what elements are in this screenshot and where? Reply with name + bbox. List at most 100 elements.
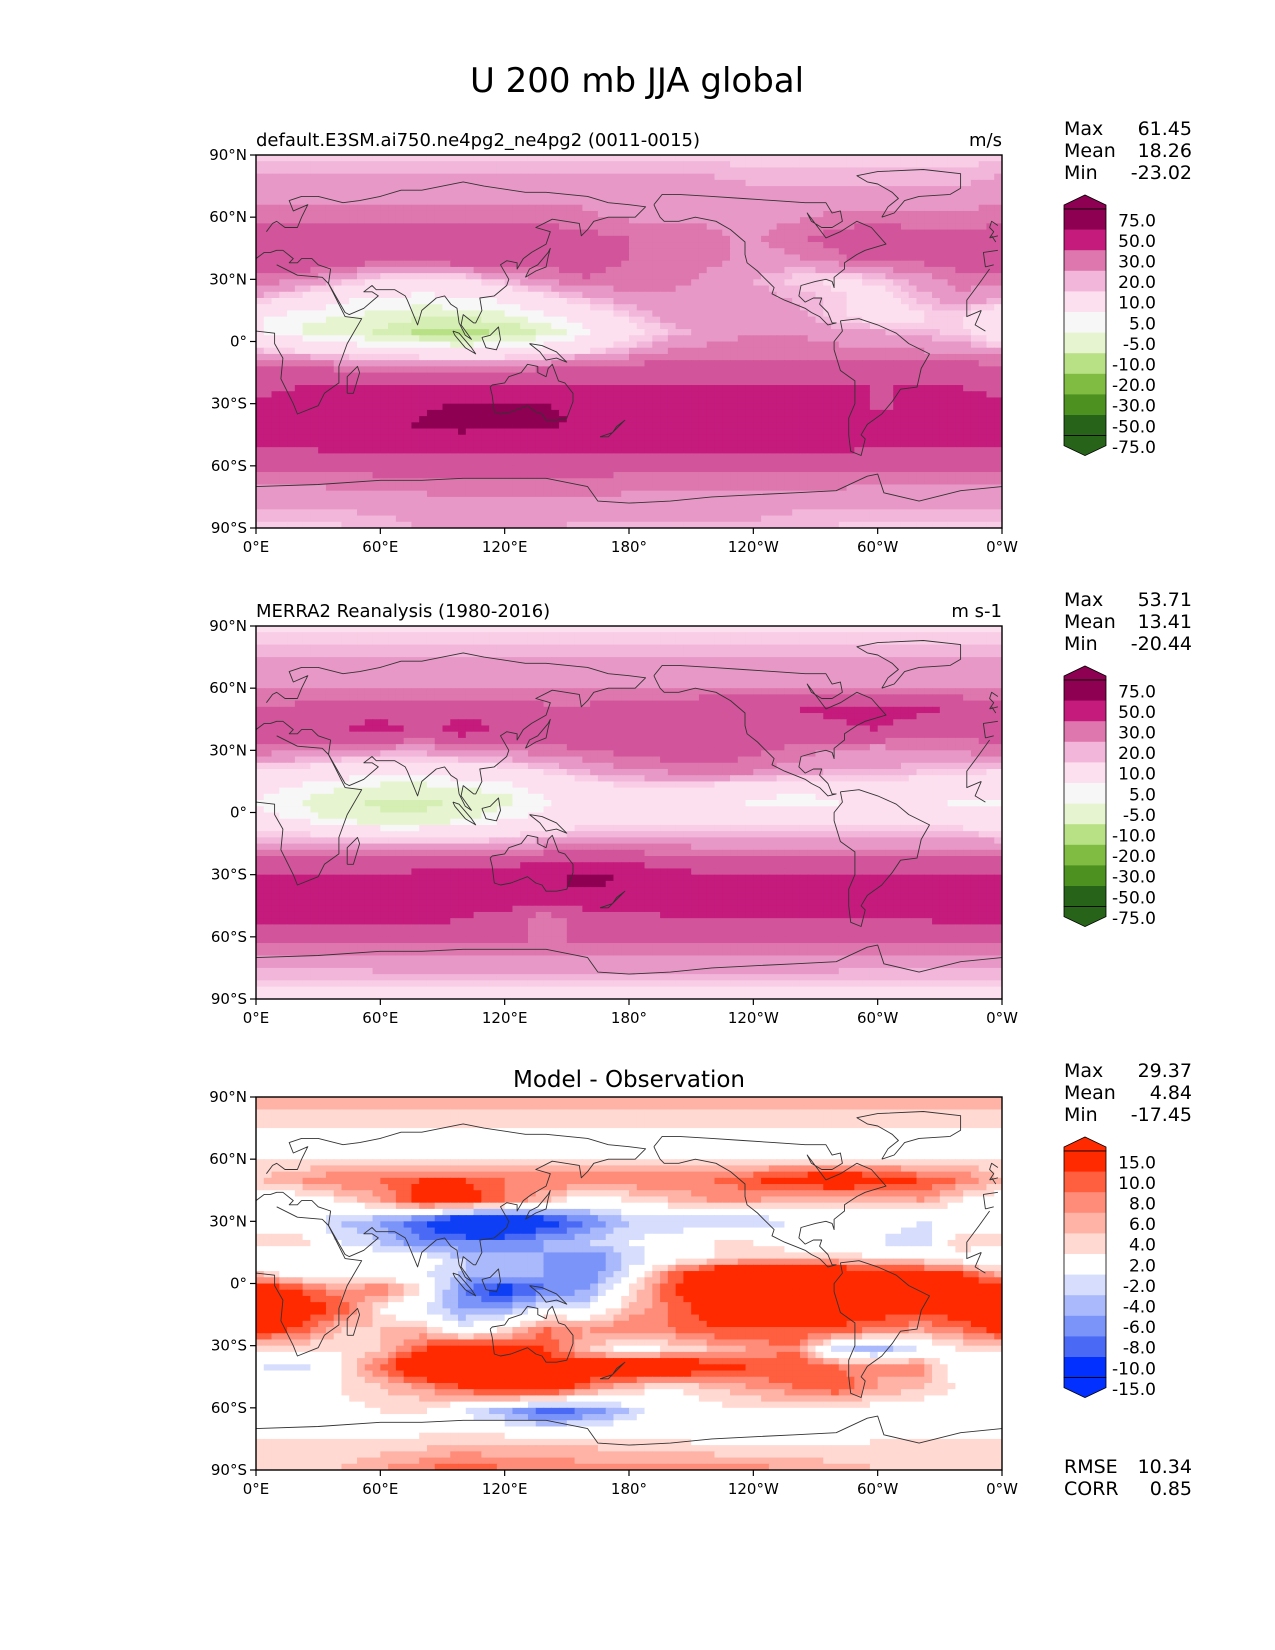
field-cell: [388, 173, 397, 181]
field-cell: [574, 229, 583, 237]
field-cell: [582, 217, 591, 224]
field-cell: [675, 322, 684, 330]
field-cell: [302, 385, 311, 392]
field-cell: [621, 422, 630, 430]
field-cell: [543, 409, 552, 417]
field-cell: [644, 409, 653, 417]
field-cell: [854, 192, 863, 200]
field-cell: [784, 366, 793, 374]
field-cell: [947, 422, 956, 430]
field-cell: [504, 403, 514, 411]
field-cell: [745, 285, 754, 293]
field-cell: [419, 198, 428, 206]
field-cell: [900, 279, 910, 287]
field-cell: [768, 416, 778, 423]
field-cell: [683, 192, 692, 200]
field-cell: [792, 254, 801, 262]
field-cell: [279, 248, 288, 256]
field-cell: [287, 291, 296, 299]
field-cell: [854, 260, 863, 268]
field-cell: [512, 329, 521, 336]
field-cell: [263, 204, 273, 212]
field-cell: [846, 329, 855, 336]
field-cell: [862, 403, 871, 411]
field-cell: [263, 229, 273, 237]
field-cell: [465, 198, 475, 206]
field-cell: [652, 248, 661, 256]
field-cell: [302, 173, 311, 181]
field-cell: [434, 409, 444, 417]
field-cell: [986, 397, 995, 405]
field-cell: [504, 434, 514, 442]
field-cell: [473, 409, 482, 417]
field-cell: [582, 161, 591, 169]
field-cell: [730, 341, 739, 349]
field-cell: [900, 322, 910, 330]
field-cell: [325, 416, 335, 423]
field-cell: [621, 385, 630, 392]
field-cell: [512, 167, 521, 175]
field-cell: [908, 366, 918, 374]
field-cell: [403, 192, 413, 200]
field-cell: [675, 254, 684, 262]
field-cell: [753, 316, 762, 324]
field-cell: [489, 242, 498, 249]
field-cell: [349, 217, 358, 224]
field-cell: [831, 279, 840, 287]
field-cell: [706, 248, 716, 256]
field-cell: [349, 428, 358, 436]
field-cell: [846, 434, 855, 442]
field-cell: [823, 192, 832, 200]
field-cell: [426, 422, 436, 430]
field-cell: [256, 198, 265, 206]
field-cell: [442, 360, 451, 367]
field-cell: [527, 273, 537, 280]
field-cell: [838, 248, 848, 256]
field-cell: [566, 173, 576, 181]
field-cell: [667, 304, 677, 312]
field-cell: [582, 316, 591, 324]
field-cell: [955, 173, 964, 181]
field-cell: [395, 248, 405, 256]
field-cell: [372, 254, 381, 262]
field-cell: [939, 465, 949, 473]
field-cell: [955, 335, 964, 343]
field-cell: [753, 409, 762, 417]
field-cell: [535, 223, 545, 231]
field-cell: [357, 422, 366, 430]
field-cell: [489, 472, 498, 479]
field-cell: [799, 210, 809, 218]
field-cell: [838, 453, 848, 461]
field-cell: [978, 155, 988, 162]
field-cell: [916, 229, 925, 237]
field-cell: [271, 260, 280, 268]
field-cell: [527, 416, 537, 423]
field-cell: [310, 291, 319, 299]
field-cell: [667, 279, 677, 287]
field-cell: [963, 223, 972, 231]
field-cell: [411, 378, 420, 386]
field-cell: [846, 335, 855, 343]
field-cell: [838, 229, 848, 237]
field-cell: [932, 378, 941, 386]
field-cell: [753, 273, 762, 280]
field-cell: [372, 322, 381, 330]
field-cell: [815, 378, 824, 386]
field-cell: [395, 403, 405, 411]
field-cell: [318, 322, 327, 330]
field-cell: [776, 186, 786, 193]
field-cell: [473, 273, 482, 280]
field-cell: [823, 440, 832, 448]
field-cell: [706, 235, 716, 243]
field-cell: [582, 459, 591, 467]
field-cell: [722, 192, 731, 200]
field-cell: [450, 310, 459, 318]
field-cell: [924, 161, 933, 169]
field-cell: [955, 273, 964, 280]
field-cell: [372, 266, 381, 274]
field-cell: [994, 459, 1002, 467]
field-cell: [388, 260, 397, 268]
field-cell: [652, 453, 661, 461]
field-cell: [419, 422, 428, 430]
field-cell: [753, 428, 762, 436]
